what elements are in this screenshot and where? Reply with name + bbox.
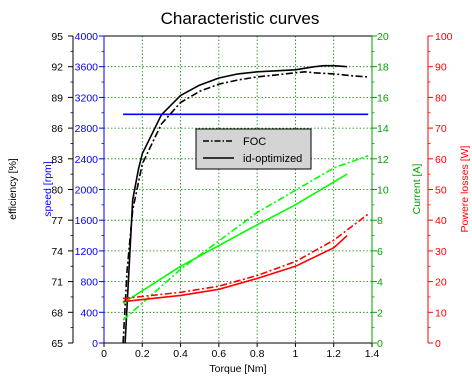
speed-axis-label: speed [rpm] xyxy=(42,161,54,217)
grid-lines xyxy=(104,36,372,343)
losses-axis-label: Powere losses [W] xyxy=(459,145,471,232)
series-line-efficiency-foc xyxy=(122,71,369,344)
series-group xyxy=(122,64,369,344)
series-line-losses-id-optimized xyxy=(123,235,348,303)
current-tick-label: 10 xyxy=(377,185,389,197)
x-tick-label: 1.2 xyxy=(326,348,341,360)
efficiency-tick-label: 80 xyxy=(51,185,63,197)
x-tick-label: 0.2 xyxy=(135,348,150,360)
legend-label-foc: FOC xyxy=(243,136,266,148)
efficiency-tick-label: 89 xyxy=(51,92,63,104)
losses-tick-label: 100 xyxy=(435,31,453,43)
x-tick-label: 0.4 xyxy=(173,348,188,360)
efficiency-tick-label: 83 xyxy=(51,154,63,166)
current-tick-label: 8 xyxy=(377,215,383,227)
losses-tick-label: 0 xyxy=(435,338,441,350)
efficiency-axis-label: efficiency [%] xyxy=(7,158,19,220)
speed-tick-label: 3200 xyxy=(75,92,99,104)
losses-tick-label: 30 xyxy=(435,246,447,258)
current-tick-label: 2 xyxy=(377,307,383,319)
series-line-current-id-optimized xyxy=(122,173,348,304)
efficiency-tick-label: 74 xyxy=(51,246,63,258)
current-tick-label: 20 xyxy=(377,31,389,43)
chart-title: Characteristic curves xyxy=(161,9,320,28)
efficiency-tick-label: 65 xyxy=(51,338,63,350)
speed-tick-label: 400 xyxy=(80,307,98,319)
x-tick-label: 0.6 xyxy=(212,348,227,360)
efficiency-tick-label: 77 xyxy=(51,215,63,227)
series-line-losses-foc xyxy=(123,213,369,300)
legend-box xyxy=(195,128,312,170)
current-tick-label: 0 xyxy=(377,338,383,350)
speed-tick-label: 0 xyxy=(92,338,98,350)
efficiency-tick-label: 71 xyxy=(51,277,63,289)
axes-group: 0 0.2 0.4 0.6 0.8 1 1.2 1.465687174778083868992… xyxy=(51,31,452,360)
series-line-current-foc xyxy=(122,154,369,321)
efficiency-tick-label: 86 xyxy=(51,123,63,135)
speed-tick-label: 1600 xyxy=(75,215,99,227)
x-tick-label: 1.4 xyxy=(365,348,380,360)
speed-tick-label: 2400 xyxy=(75,154,99,166)
losses-tick-label: 60 xyxy=(435,154,447,166)
losses-tick-label: 70 xyxy=(435,123,447,135)
current-tick-label: 16 xyxy=(377,92,389,104)
losses-tick-label: 80 xyxy=(435,92,447,104)
current-tick-label: 18 xyxy=(377,62,389,74)
speed-tick-label: 3600 xyxy=(75,62,99,74)
x-tick-label: 1 xyxy=(293,348,299,360)
speed-tick-label: 2800 xyxy=(75,123,99,135)
current-tick-label: 6 xyxy=(377,246,383,258)
series-line-efficiency-id-optimized xyxy=(124,64,348,344)
legend: FOC id-optimized xyxy=(195,128,312,170)
efficiency-tick-label: 95 xyxy=(51,31,63,43)
efficiency-tick-label: 92 xyxy=(51,62,63,74)
current-tick-label: 12 xyxy=(377,154,389,166)
losses-tick-label: 20 xyxy=(435,277,447,289)
x-tick-label: 0 xyxy=(101,348,107,360)
speed-tick-label: 4000 xyxy=(75,31,99,43)
speed-tick-label: 2000 xyxy=(75,185,99,197)
efficiency-tick-label: 68 xyxy=(51,307,63,319)
legend-label-id-optimized: id-optimized xyxy=(243,153,302,165)
current-tick-label: 14 xyxy=(377,123,389,135)
losses-tick-label: 90 xyxy=(435,62,447,74)
x-axis-label: Torque [Nm] xyxy=(209,363,266,375)
current-tick-label: 4 xyxy=(377,277,383,289)
x-tick-label: 0.8 xyxy=(250,348,265,360)
speed-tick-label: 1200 xyxy=(75,246,99,258)
speed-tick-label: 800 xyxy=(80,277,98,289)
losses-tick-label: 40 xyxy=(435,215,447,227)
losses-tick-label: 50 xyxy=(435,185,447,197)
current-axis-label: Current [A] xyxy=(411,164,423,215)
losses-tick-label: 10 xyxy=(435,307,447,319)
